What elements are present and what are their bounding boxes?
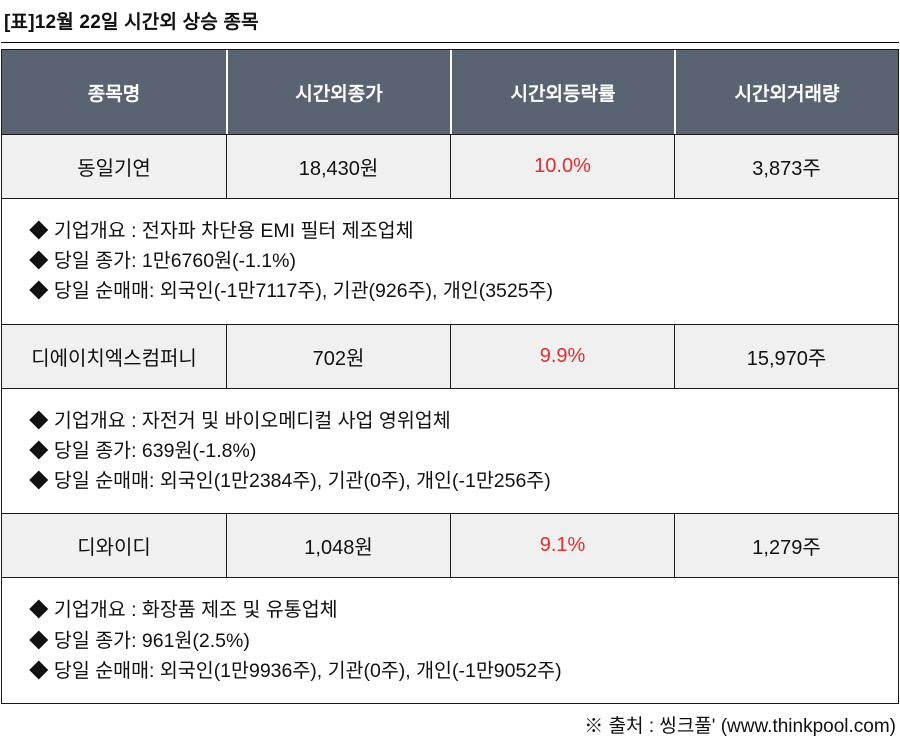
volume-cell: 3,873주 xyxy=(674,134,898,198)
table-row: 디와이디 1,048원 9.1% 1,279주 xyxy=(2,513,898,578)
price-cell: 1,048원 xyxy=(226,513,450,578)
table-row: 동일기연 18,430원 10.0% 3,873주 xyxy=(2,134,898,198)
detail-line: ◆ 당일 순매매: 외국인(-1만7117주), 기관(926주), 개인(35… xyxy=(29,280,554,303)
detail-line: ◆ 기업개요 : 화장품 제조 및 유통업체 xyxy=(29,599,338,622)
change-cell: 10.0% xyxy=(450,134,674,198)
detail-line: ◆ 당일 종가: 1만6760원(-1.1%) xyxy=(29,250,296,273)
price-cell: 702원 xyxy=(226,323,450,388)
header-cell-volume: 시간외거래량 xyxy=(674,50,898,134)
change-cell: 9.9% xyxy=(450,323,674,388)
header-row: 종목명 시간외종가 시간외등락률 시간외거래량 xyxy=(2,50,898,134)
detail-line: ◆ 기업개요 : 자전거 및 바이오메디컬 사업 영위업체 xyxy=(29,409,451,432)
table-row: 디에이치엑스컴퍼니 702원 9.9% 15,970주 xyxy=(2,323,898,388)
detail-line: ◆ 기업개요 : 전자파 차단용 EMI 필터 제조업체 xyxy=(29,220,414,242)
detail-line: ◆ 당일 종가: 639원(-1.8%) xyxy=(29,439,257,462)
detail-row: ◆ 기업개요 : 자전거 및 바이오메디컬 사업 영위업체 ◆ 당일 종가: 6… xyxy=(2,387,898,514)
detail-cell: ◆ 기업개요 : 자전거 및 바이오메디컬 사업 영위업체 ◆ 당일 종가: 6… xyxy=(2,387,898,514)
stock-name-cell: 디에이치엑스컴퍼니 xyxy=(2,323,226,388)
change-cell: 9.1% xyxy=(450,513,674,578)
detail-cell: ◆ 기업개요 : 화장품 제조 및 유통업체 ◆ 당일 종가: 961원(2.5… xyxy=(2,577,898,703)
stock-name-cell: 동일기연 xyxy=(2,134,226,198)
volume-cell: 15,970주 xyxy=(674,323,898,388)
header-cell-price: 시간외종가 xyxy=(226,50,450,134)
detail-cell: ◆ 기업개요 : 전자파 차단용 EMI 필터 제조업체 ◆ 당일 종가: 1만… xyxy=(2,198,898,324)
detail-line: ◆ 당일 순매매: 외국인(1만2384주), 기관(0주), 개인(-1만25… xyxy=(29,470,551,493)
page-title: [표]12월 22일 시간외 상승 종목 xyxy=(1,5,899,43)
header-cell-name: 종목명 xyxy=(2,50,226,134)
header-cell-change: 시간외등락률 xyxy=(450,50,674,134)
detail-line: ◆ 당일 순매매: 외국인(1만9936주), 기관(0주), 개인(-1만90… xyxy=(29,659,562,682)
stock-table: 종목명 시간외종가 시간외등락률 시간외거래량 동일기연 18,430원 10.… xyxy=(1,49,899,704)
stock-name-cell: 디와이디 xyxy=(2,513,226,578)
volume-cell: 1,279주 xyxy=(674,513,898,578)
detail-row: ◆ 기업개요 : 화장품 제조 및 유통업체 ◆ 당일 종가: 961원(2.5… xyxy=(2,577,898,703)
detail-row: ◆ 기업개요 : 전자파 차단용 EMI 필터 제조업체 ◆ 당일 종가: 1만… xyxy=(2,198,898,324)
source-note: ※ 출처 : 씽크풀' (www.thinkpool.com) xyxy=(584,715,896,737)
price-cell: 18,430원 xyxy=(226,134,450,198)
detail-line: ◆ 당일 종가: 961원(2.5%) xyxy=(29,629,250,652)
